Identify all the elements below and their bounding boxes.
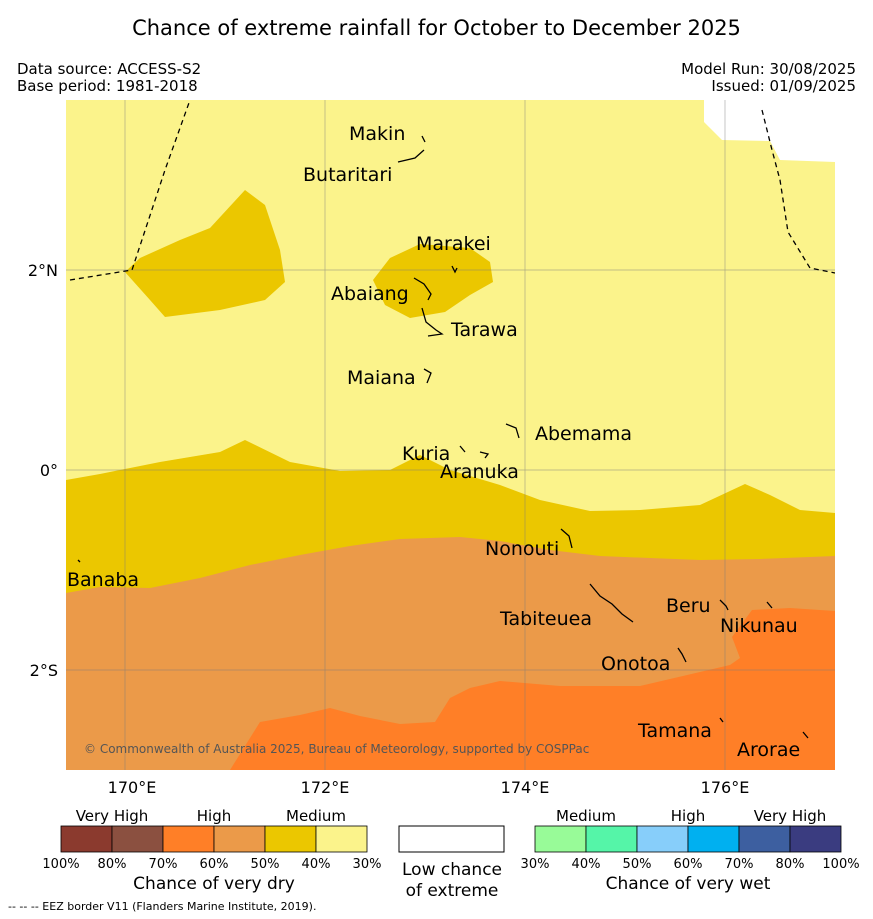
legend-dry-group-high: High <box>197 807 231 825</box>
legend-wet-title: Chance of very wet <box>606 874 771 894</box>
label-arorae: Arorae <box>737 739 800 761</box>
legend-dry-title: Chance of very dry <box>133 874 295 894</box>
legend-wet-swatch-6 <box>789 825 842 853</box>
label-tamana: Tamana <box>637 720 712 742</box>
label-butaritari: Butaritari <box>303 164 392 186</box>
legend-wet-group-high: High <box>671 807 705 825</box>
label-abaiang: Abaiang <box>331 283 409 305</box>
zone-50-dry-west <box>125 190 285 317</box>
legend-low-line2: of extreme <box>406 881 499 901</box>
zone-50-dry-gilbert <box>373 244 493 318</box>
legend-wet-tick-100: 100% <box>822 857 859 872</box>
legend-low-line1: Low chance <box>402 860 502 880</box>
lon-tick-170: 170°E <box>108 778 157 797</box>
zone-low-chance <box>704 100 835 162</box>
legend-wet-tick-50: 50% <box>623 857 652 872</box>
label-beru: Beru <box>666 595 711 617</box>
lon-tick-172: 172°E <box>301 778 350 797</box>
issued-label: Issued: 01/09/2025 <box>711 77 856 95</box>
graticule <box>66 100 835 770</box>
lat-tick-2n: 2°N <box>28 261 58 280</box>
lon-tick-174: 174°E <box>501 778 550 797</box>
eez-border <box>69 100 835 281</box>
map-title: Chance of extreme rainfall for October t… <box>132 16 741 40</box>
islands <box>77 135 809 739</box>
legend-dry: Very High High Medium 100% 80% 70% 60% 5… <box>42 807 381 894</box>
label-abemama: Abemama <box>535 423 632 445</box>
legend-dry-tick-70: 70% <box>149 857 178 872</box>
legend-wet-tick-30: 30% <box>521 857 550 872</box>
legend-wet-tick-40: 40% <box>572 857 601 872</box>
label-aranuka: Aranuka <box>440 461 519 483</box>
legend-dry-swatch-5 <box>264 825 317 853</box>
label-kuria: Kuria <box>402 443 450 465</box>
label-nonouti: Nonouti <box>485 538 559 560</box>
legend-dry-tick-60: 60% <box>200 857 229 872</box>
legend-dry-swatch-1 <box>60 825 113 853</box>
legend-wet-swatch-3 <box>636 825 689 853</box>
lat-tick-2s: 2°S <box>30 661 58 680</box>
legend-wet-swatch-5 <box>738 825 791 853</box>
legend-dry-tick-40: 40% <box>302 857 331 872</box>
legend-wet-tick-80: 80% <box>776 857 805 872</box>
legend-wet: Medium High Very High 30% 40% 50% 60% 70… <box>521 807 860 894</box>
legend-dry-swatch-3 <box>162 825 215 853</box>
lon-tick-176: 176°E <box>701 778 750 797</box>
legend-dry-tick-30: 30% <box>353 857 382 872</box>
legend-dry-swatch-4 <box>213 825 266 853</box>
base-period-label: Base period: 1981-2018 <box>17 77 198 95</box>
label-tarawa: Tarawa <box>450 319 518 341</box>
legend-wet-group-very-high: Very High <box>754 807 827 825</box>
legend-wet-tick-70: 70% <box>725 857 754 872</box>
label-maiana: Maiana <box>347 367 416 389</box>
label-marakei: Marakei <box>416 233 491 255</box>
legend-low-swatch <box>398 825 505 853</box>
legend-dry-group-medium: Medium <box>286 807 346 825</box>
lat-tick-0: 0° <box>40 461 58 480</box>
zone-70-dry <box>66 608 835 770</box>
eez-footnote: -- -- -- EEZ border V11 (Flanders Marine… <box>8 900 317 913</box>
legend-wet-swatch-2 <box>585 825 638 853</box>
label-makin: Makin <box>349 123 405 145</box>
label-onotoa: Onotoa <box>601 653 670 675</box>
model-run-label: Model Run: 30/08/2025 <box>681 60 856 78</box>
data-source-label: Data source: ACCESS-S2 <box>17 60 202 78</box>
label-banaba: Banaba <box>67 569 139 591</box>
legend-dry-tick-50: 50% <box>251 857 280 872</box>
copyright-notice: © Commonwealth of Australia 2025, Bureau… <box>84 742 590 756</box>
legend-dry-swatch-6 <box>315 825 368 853</box>
legend-dry-swatch-2 <box>111 825 164 853</box>
legend-dry-group-very-high: Very High <box>76 807 149 825</box>
legend-low-chance: Low chance of extreme <box>398 825 505 901</box>
label-nikunau: Nikunau <box>720 615 798 637</box>
legend-dry-tick-100: 100% <box>42 857 79 872</box>
legend-wet-swatch-4 <box>687 825 740 853</box>
legend-wet-swatch-1 <box>534 825 587 853</box>
legend-dry-tick-80: 80% <box>98 857 127 872</box>
legend-wet-tick-60: 60% <box>674 857 703 872</box>
label-tabiteuea: Tabiteuea <box>499 608 592 630</box>
legend-wet-group-medium: Medium <box>556 807 616 825</box>
